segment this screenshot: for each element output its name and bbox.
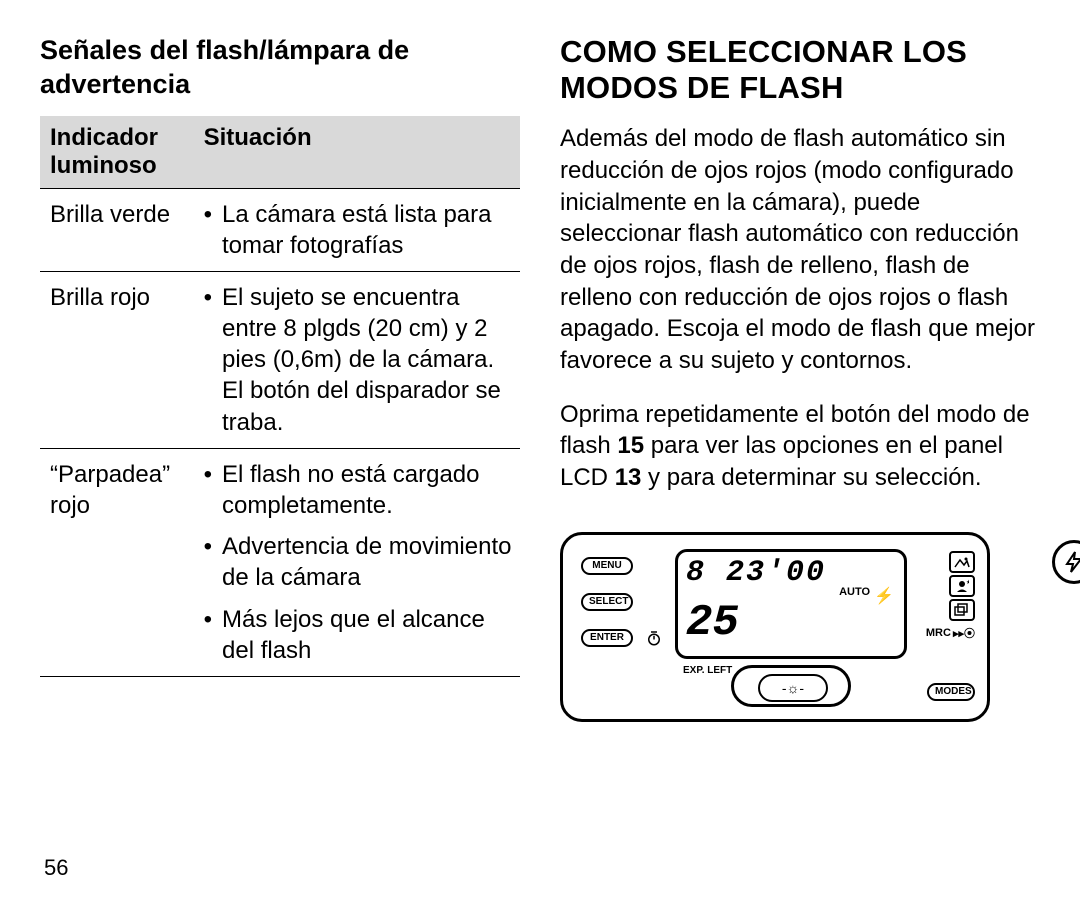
self-timer-icon xyxy=(645,629,663,647)
p2-post: y para determinar su selección. xyxy=(641,464,981,491)
table-row: Brilla verde •La cámara está lista para … xyxy=(40,188,520,271)
situation-cell: •El sujeto se encuentra entre 8 plgds (2… xyxy=(194,271,520,448)
flash-mode-button xyxy=(1052,540,1080,584)
signals-table: Indicador luminoso Situación Brilla verd… xyxy=(40,116,520,677)
ref-13: 13 xyxy=(615,464,642,491)
mrc-label: MRC▸▸⦿ xyxy=(926,625,975,641)
landscape-mode-icon xyxy=(949,551,975,573)
right-column: COMO SELECCIONAR LOS MODOS DE FLASH Adem… xyxy=(560,34,1040,885)
enter-button: ENTER xyxy=(581,629,633,647)
situation-text: El sujeto se encuentra entre 8 plgds (20… xyxy=(222,282,514,438)
select-button: SELECT xyxy=(581,593,633,611)
situation-cell: •El flash no está cargado completamente.… xyxy=(194,448,520,676)
lcd-date: 8 23'00 xyxy=(678,552,904,590)
section-heading-signals: Señales del flash/lámpara de advertencia xyxy=(40,34,520,102)
mode-icons: ★ MRC▸▸⦿ xyxy=(915,551,975,641)
flash-bolt-icon: ⚡ xyxy=(874,586,894,606)
indicator-cell: Brilla verde xyxy=(40,188,194,271)
situation-cell: •La cámara está lista para tomar fotogra… xyxy=(194,188,520,271)
menu-button: MENU xyxy=(581,557,633,575)
page-number: 56 xyxy=(44,855,68,881)
paragraph-1: Además del modo de flash automático sin … xyxy=(560,123,1040,376)
lcd-panel-diagram: MENU SELECT ENTER 8 23'00 AUTO ⚡ 25 EXP.… xyxy=(560,522,1040,732)
situation-text: Advertencia de movimiento de la cámara xyxy=(222,531,514,593)
left-column: Señales del flash/lámpara de advertencia… xyxy=(40,34,520,885)
backlight-button: -☼- xyxy=(731,665,851,707)
portrait-mode-icon: ★ xyxy=(949,575,975,597)
col-header-situation: Situación xyxy=(194,116,520,189)
section-heading-flash-modes: COMO SELECCIONAR LOS MODOS DE FLASH xyxy=(560,34,1040,105)
table-row: Brilla rojo •El sujeto se encuentra entr… xyxy=(40,271,520,448)
indicator-cell: “Parpadea” rojo xyxy=(40,448,194,676)
paragraph-2: Oprima repetidamente el botón del modo d… xyxy=(560,399,1040,494)
situation-text: La cámara está lista para tomar fotograf… xyxy=(222,199,514,261)
manual-page: Señales del flash/lámpara de advertencia… xyxy=(0,0,1080,909)
svg-text:★: ★ xyxy=(966,579,969,586)
ref-15: 15 xyxy=(617,432,644,459)
situation-text: El flash no está cargado completamente. xyxy=(222,459,514,521)
backlight-icon: -☼- xyxy=(758,674,828,702)
exp-left-label: EXP. LEFT xyxy=(683,665,732,676)
panel-frame: MENU SELECT ENTER 8 23'00 AUTO ⚡ 25 EXP.… xyxy=(560,532,990,722)
mrc-text: MRC xyxy=(926,627,951,639)
lcd-screen: 8 23'00 AUTO ⚡ 25 xyxy=(675,549,907,659)
modes-button: MODES xyxy=(927,683,975,701)
lcd-exposure-count: 25 xyxy=(678,604,904,644)
lcd-auto-label: AUTO xyxy=(839,586,870,606)
indicator-cell: Brilla rojo xyxy=(40,271,194,448)
col-header-indicator: Indicador luminoso xyxy=(40,116,194,189)
table-row: “Parpadea” rojo •El flash no está cargad… xyxy=(40,448,520,676)
situation-text: Más lejos que el alcance del flash xyxy=(222,604,514,666)
multi-mode-icon xyxy=(949,599,975,621)
